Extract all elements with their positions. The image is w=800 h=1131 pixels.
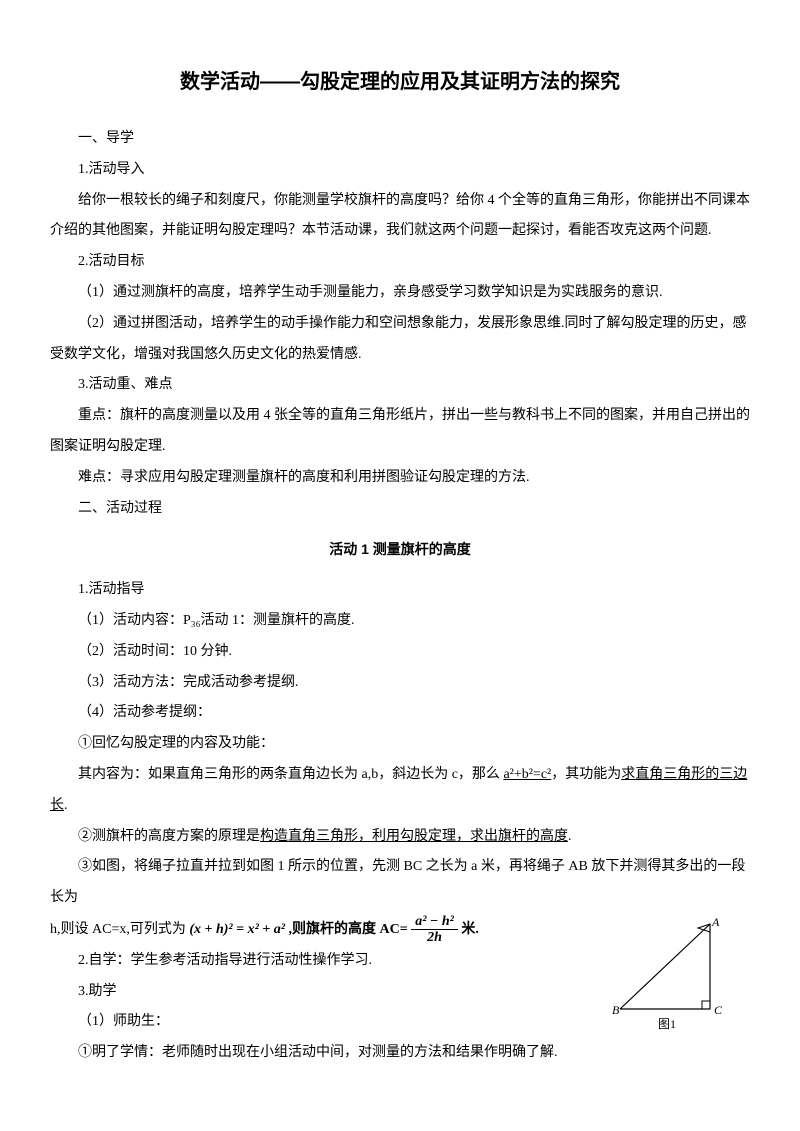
- guide-3: （3）活动方法：完成活动参考提纲.: [50, 668, 750, 699]
- section-1-heading: 一、导学: [50, 124, 750, 155]
- activity-intro-heading: 1.活动导入: [50, 155, 750, 186]
- goal-1: （1）通过测旗杆的高度，培养学生动手测量能力，亲身感受学习数学知识是为实践服务的…: [50, 278, 750, 309]
- guide-4: （4）活动参考提纲：: [50, 698, 750, 729]
- formula-suffix: 米.: [461, 922, 479, 937]
- guide-2: （2）活动时间：10 分钟.: [50, 637, 750, 668]
- formula-equation: (x + h)² = x² + a²: [189, 922, 285, 937]
- doc-title: 数学活动——勾股定理的应用及其证明方法的探究: [50, 60, 750, 104]
- outline-1-mid: ，其功能为: [551, 767, 621, 782]
- formula-mid: ,则旗杆的高度 AC=: [288, 922, 407, 937]
- vertex-b: B: [612, 1003, 620, 1017]
- outline-1-answer: 其内容为：如果直角三角形的两条直角边长为 a,b，斜边长为 c，那么 a²+b²…: [50, 760, 750, 822]
- outline-2-pre: ②测旗杆的高度方案的原理是: [78, 829, 260, 844]
- help-1a: ①明了学情：老师随时出现在小组活动中间，对测量的方法和结果作明确了解.: [50, 1038, 750, 1069]
- fraction-numerator: a² − h²: [411, 914, 458, 930]
- section-2-heading: 二、活动过程: [50, 494, 750, 525]
- outline-1-pre: 其内容为：如果直角三角形的两条直角边长为 a,b，斜边长为 c，那么: [78, 767, 503, 782]
- goal-2: （2）通过拼图活动，培养学生的动手操作能力和空间想象能力，发展形象思维.同时了解…: [50, 309, 750, 371]
- fraction-denominator: 2h: [411, 930, 458, 945]
- activity-intro-text: 给你一根较长的绳子和刻度尺，你能测量学校旗杆的高度吗？给你 4 个全等的直角三角…: [50, 186, 750, 248]
- activity-1-title: 活动 1 测量旗杆的高度: [50, 534, 750, 565]
- vertex-a: A: [711, 915, 720, 929]
- formula-fraction: a² − h² 2h: [411, 914, 458, 946]
- outline-2: ②测旗杆的高度方案的原理是构造直角三角形，利用勾股定理，求出旗杆的高度.: [50, 822, 750, 853]
- activity-goal-heading: 2.活动目标: [50, 247, 750, 278]
- vertex-c: C: [714, 1003, 723, 1017]
- focus-heading: 3.活动重、难点: [50, 370, 750, 401]
- focus-point: 重点：旗杆的高度测量以及用 4 张全等的直角三角形纸片，拼出一些与教科书上不同的…: [50, 401, 750, 463]
- outline-3: ③如图，将绳子拉直并拉到如图 1 所示的位置，先测 BC 之长为 a 米，再将绳…: [50, 852, 750, 914]
- triangle-diagram: A B C 图1: [610, 914, 730, 1034]
- outline-2-answer: 构造直角三角形，利用勾股定理，求出旗杆的高度: [260, 829, 568, 844]
- formula-pre: h,则设 AC=x,可列式为: [50, 922, 186, 937]
- guide-heading: 1.活动指导: [50, 575, 750, 606]
- diagram-label: 图1: [658, 1017, 676, 1031]
- difficulty-point: 难点：寻求应用勾股定理测量旗杆的高度和利用拼图验证勾股定理的方法.: [50, 463, 750, 494]
- outline-1-formula: a²+b²=c²: [503, 767, 551, 782]
- outline-1: ①回忆勾股定理的内容及功能：: [50, 729, 750, 760]
- guide-1: （1）活动内容：P₃₆活动 1：测量旗杆的高度.: [50, 606, 750, 637]
